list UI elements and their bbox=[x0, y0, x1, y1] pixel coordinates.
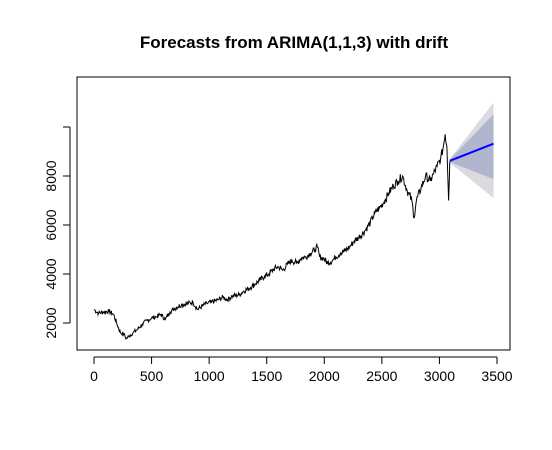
x-tick-label: 0 bbox=[90, 368, 98, 384]
plot-frame bbox=[76, 76, 511, 351]
x-tick-label: 1500 bbox=[251, 368, 282, 384]
y-tick-label: 8000 bbox=[43, 160, 59, 191]
x-tick-label: 2000 bbox=[309, 368, 340, 384]
y-axis: 2000 4000 6000 8000 bbox=[43, 126, 71, 339]
x-tick-label: 3500 bbox=[481, 368, 512, 384]
forecast-intervals bbox=[449, 102, 494, 199]
x-axis: 0 500 1000 1500 2000 2500 3000 3500 bbox=[90, 356, 513, 384]
band-80 bbox=[449, 114, 494, 180]
forecast-mean-line bbox=[449, 142, 494, 162]
y-tick-label: 6000 bbox=[43, 209, 59, 240]
y-tick-label: 4000 bbox=[43, 258, 59, 289]
history-line bbox=[93, 134, 451, 340]
x-tick-label: 1000 bbox=[194, 368, 225, 384]
y-tick-label: 2000 bbox=[43, 307, 59, 338]
series-lines bbox=[93, 134, 494, 340]
chart-title: Forecasts from ARIMA(1,1,3) with drift bbox=[140, 33, 449, 52]
x-tick-label: 3000 bbox=[424, 368, 455, 384]
x-tick-label: 2500 bbox=[366, 368, 397, 384]
x-tick-label: 500 bbox=[140, 368, 164, 384]
